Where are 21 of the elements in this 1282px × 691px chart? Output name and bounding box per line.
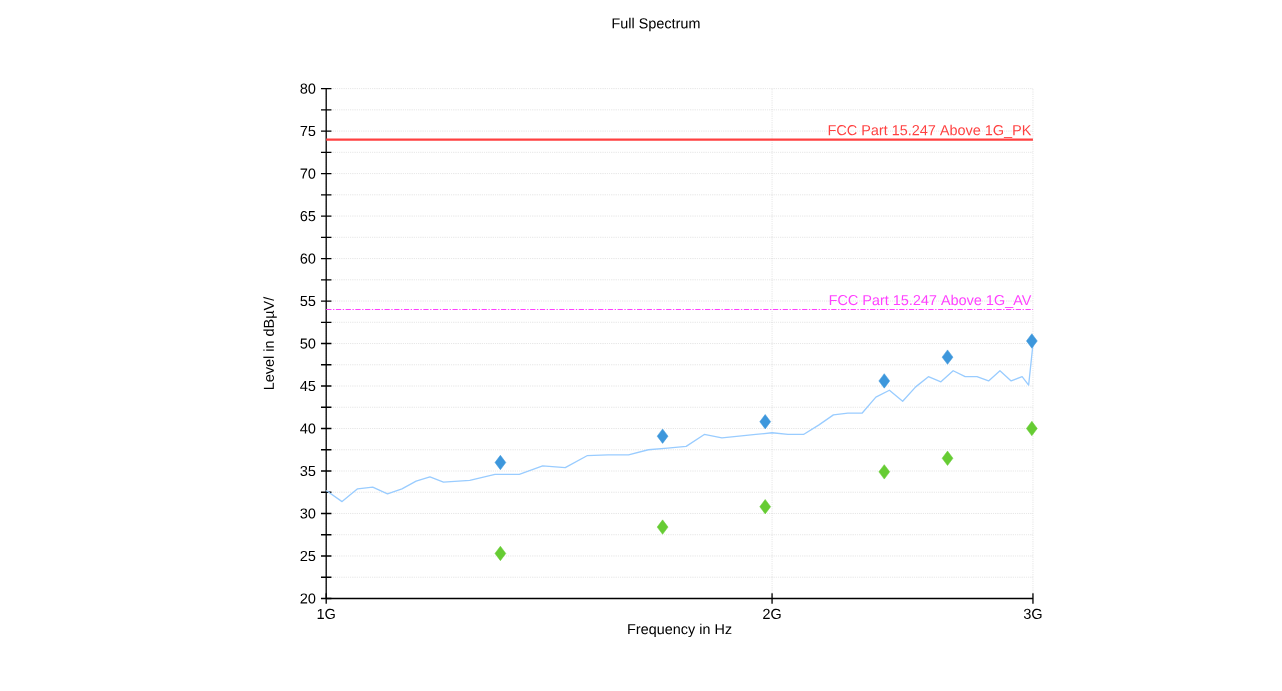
y-tick-label: 65 bbox=[300, 210, 316, 222]
y-tick-label: 45 bbox=[300, 380, 316, 392]
y-tick-label: 25 bbox=[300, 550, 316, 562]
x-tick-label: 1G bbox=[317, 608, 335, 620]
ref-line-label: FCC Part 15.247 Above 1G_PK bbox=[828, 124, 1032, 138]
y-tick-label: 55 bbox=[300, 296, 316, 307]
y-tick-label: 20 bbox=[300, 593, 316, 604]
x-tick-label: 3G bbox=[1023, 608, 1042, 620]
y-tick-label: 60 bbox=[300, 253, 316, 264]
y-tick-label: 50 bbox=[300, 338, 316, 349]
chart-title: Full Spectrum bbox=[612, 17, 700, 32]
x-tick-label: 2G bbox=[763, 608, 781, 620]
y-tick-label: 75 bbox=[300, 126, 316, 137]
y-tick-label: 40 bbox=[300, 423, 316, 434]
ref-line-label: FCC Part 15.247 Above 1G_AV bbox=[829, 294, 1032, 308]
y-tick-label: 30 bbox=[300, 508, 316, 519]
y-tick-label: 80 bbox=[300, 83, 316, 94]
y-tick-label: 70 bbox=[300, 168, 316, 179]
y-tick-label: 35 bbox=[300, 465, 316, 477]
y-axis-title: Level in dBµV/ bbox=[263, 296, 277, 390]
x-axis-title: Frequency in Hz bbox=[628, 623, 732, 638]
